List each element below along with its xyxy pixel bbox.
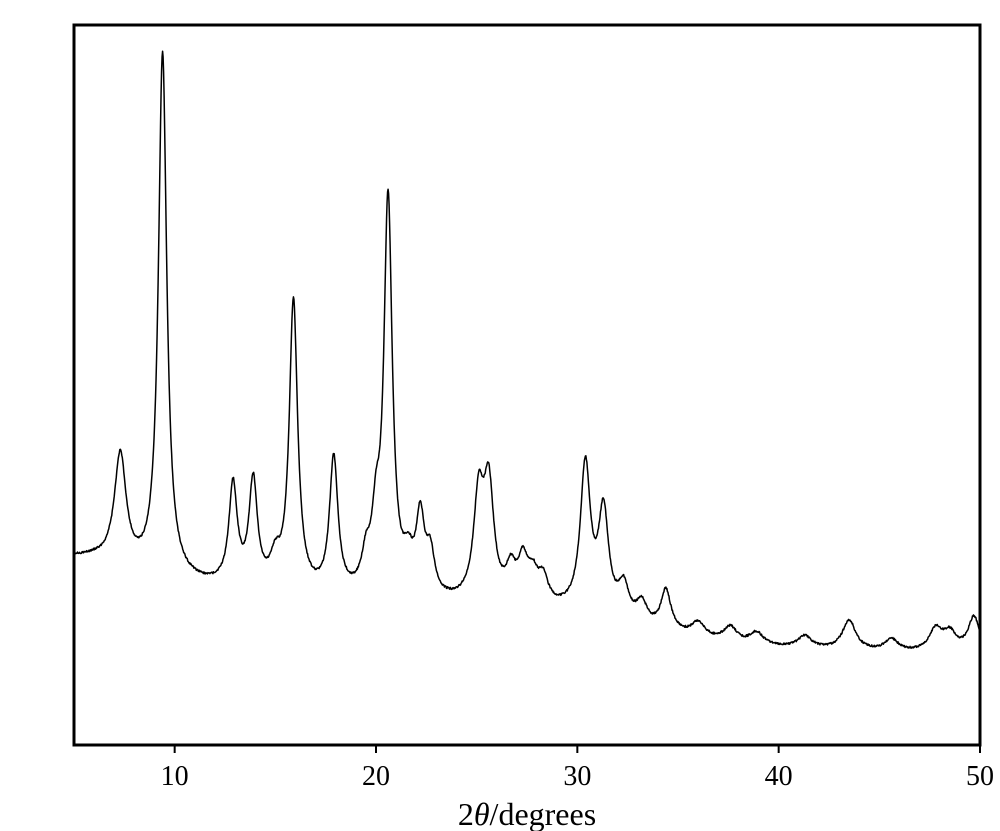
x-axis-label: 2θ/degrees [458,796,596,831]
x-tick-label: 10 [161,761,189,792]
xrd-spectrum-chart: 010203040502θ/degrees [0,0,1000,831]
x-tick-label: 40 [765,761,793,792]
x-tick-label: 30 [563,761,591,792]
x-tick-label: 20 [362,761,390,792]
chart-container: 010203040502θ/degrees [0,0,1000,831]
x-tick-label: 50 [966,761,994,792]
